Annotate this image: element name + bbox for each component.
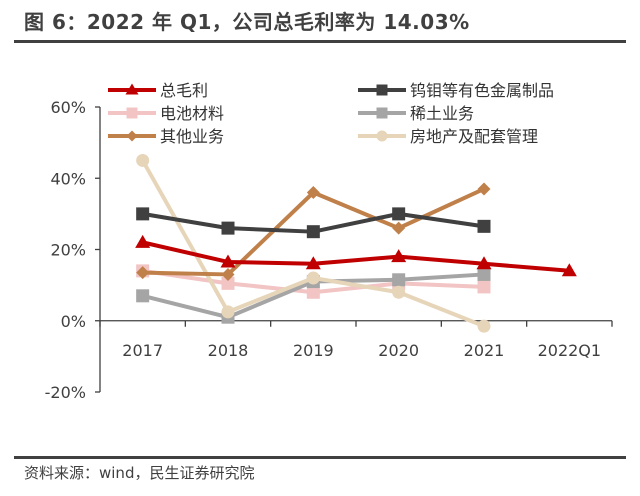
data-point [306,271,320,285]
data-point [221,276,235,290]
legend-item: 稀土业务 [358,104,474,123]
data-point [477,267,491,281]
x-tick-label: 2022Q1 [538,341,602,360]
x-tick-label: 2019 [293,341,334,360]
data-point [221,221,235,235]
legend-swatch-marker [376,84,388,96]
data-point [306,186,320,199]
series-layer [135,153,577,333]
legend-swatch-marker [126,130,138,142]
series-line [140,159,485,328]
legend-label: 其他业务 [160,127,224,146]
data-point [220,254,236,268]
chart-title: 图 6：2022 年 Q1，公司总毛利率为 14.03% [24,10,470,34]
legend-item: 其他业务 [108,127,224,146]
series-1 [136,207,491,239]
source-note: 资料来源：wind，民生证券研究院 [24,464,255,482]
legend-swatch-marker [126,107,138,119]
legend-label: 电池材料 [160,104,224,123]
legend-label: 稀土业务 [410,104,474,123]
y-tick-label: 0% [61,312,86,331]
series-line [142,240,570,273]
data-point [305,256,321,270]
data-point [477,219,491,233]
x-tick-label: 2021 [464,341,505,360]
legend-label: 钨钼等有色金属制品 [410,81,554,100]
x-tick-label: 2017 [122,341,163,360]
y-tick-label: 20% [50,241,86,260]
data-point [392,221,406,235]
data-point [477,280,491,294]
data-point [306,285,320,299]
source-divider [14,456,626,459]
data-point [221,267,235,281]
data-point [136,153,150,167]
data-point [477,182,491,196]
legend-item: 钨钼等有色金属制品 [358,81,554,100]
legend-swatch-marker [376,130,388,142]
x-tick-label: 2018 [208,341,249,360]
legend-item: 电池材料 [108,104,224,123]
data-point [221,305,235,319]
y-tick-label: 60% [50,98,86,117]
series-5 [136,153,491,333]
data-point [476,256,492,270]
data-point [135,234,151,248]
legend-label: 房地产及配套管理 [410,127,538,146]
data-point [136,266,150,280]
x-tick-label: 2020 [378,341,419,360]
data-point [392,207,406,221]
legend-swatch-marker [125,83,139,95]
data-point [392,273,406,287]
data-point [561,263,577,277]
y-tick-label: 40% [50,169,86,188]
data-point [306,225,320,239]
legend-item: 总毛利 [108,81,208,100]
legend-swatch-marker [376,107,388,119]
legend-item: 房地产及配套管理 [358,127,538,146]
title-divider [14,40,626,43]
data-point [136,207,150,221]
legend-label: 总毛利 [160,81,208,100]
series-4 [136,182,491,281]
series-0 [135,234,577,277]
axes: -20% 0% 20% 40% 60% 2017 2018 2019 2020 2021 2022Q… [45,98,613,402]
data-point [477,319,491,333]
y-tick-label: -20% [45,383,86,402]
data-point [391,249,407,263]
data-point [392,285,406,299]
data-point [136,289,150,303]
